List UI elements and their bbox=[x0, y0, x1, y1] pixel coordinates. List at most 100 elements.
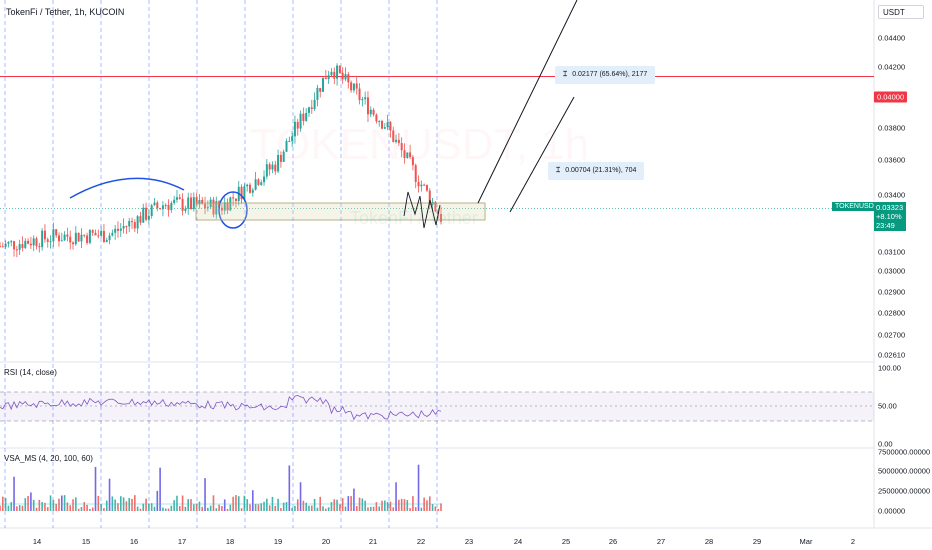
symbol-price-tag: TOKENUSDT bbox=[832, 202, 882, 211]
candle-body bbox=[344, 74, 347, 80]
volume-bar bbox=[223, 499, 226, 511]
volume-bar bbox=[209, 505, 212, 511]
candle-body bbox=[13, 241, 16, 250]
candle-body bbox=[341, 72, 344, 80]
candle-body bbox=[147, 216, 150, 220]
time-tick: 25 bbox=[561, 537, 571, 546]
volume-bar bbox=[35, 507, 38, 511]
candle-body bbox=[116, 228, 119, 231]
volume-bar bbox=[400, 498, 403, 511]
rsi-line bbox=[0, 394, 442, 421]
volume-bar bbox=[119, 496, 122, 511]
volume-bar bbox=[291, 507, 293, 511]
candle-body bbox=[125, 226, 128, 228]
candle-body bbox=[170, 203, 173, 211]
volume-bar bbox=[55, 503, 57, 511]
volume-bar bbox=[237, 496, 240, 511]
candle-body bbox=[43, 230, 46, 240]
volume-bar bbox=[204, 478, 206, 511]
price-tick: 0.02800 bbox=[878, 308, 906, 318]
candle-body bbox=[77, 232, 80, 242]
price-change: +8.10% bbox=[876, 212, 902, 221]
volume-bar bbox=[41, 502, 43, 511]
time-tick: 29 bbox=[752, 537, 762, 546]
candle-body bbox=[1, 246, 4, 248]
trend-line-top bbox=[477, 0, 578, 204]
candle-body bbox=[319, 88, 322, 92]
candle-body bbox=[226, 202, 229, 211]
candle-body bbox=[383, 127, 386, 129]
volume-bar bbox=[221, 505, 223, 511]
volume-bar bbox=[372, 506, 375, 511]
candle-body bbox=[223, 202, 226, 211]
volume-bar bbox=[375, 502, 378, 511]
candle-body bbox=[240, 186, 243, 200]
candle-body bbox=[395, 139, 398, 142]
candle-body bbox=[72, 242, 75, 245]
candle-body bbox=[333, 71, 336, 79]
volume-tick: 5000000.00000 bbox=[878, 466, 931, 476]
measure-label-bottom[interactable]: ⌶ 0.00704 (21.31%), 704 bbox=[548, 162, 645, 180]
volume-bar bbox=[350, 496, 352, 511]
candle-body bbox=[74, 232, 77, 245]
price-tick: 0.04200 bbox=[878, 62, 906, 72]
candle-body bbox=[94, 232, 97, 236]
volume-bar bbox=[268, 505, 271, 511]
candle-body bbox=[69, 236, 72, 243]
volume-bar bbox=[333, 499, 336, 511]
volume-bar bbox=[260, 503, 263, 511]
volume-bar bbox=[426, 500, 428, 511]
volume-bar bbox=[18, 505, 21, 511]
candle-body bbox=[425, 184, 428, 191]
volume-bar bbox=[322, 506, 324, 511]
volume-bar bbox=[77, 508, 80, 511]
volume-bar bbox=[89, 508, 91, 511]
candle-body bbox=[307, 107, 310, 113]
candle-body bbox=[18, 244, 21, 250]
candle-body bbox=[215, 201, 218, 215]
candle-body bbox=[364, 97, 367, 100]
candle-body bbox=[330, 71, 333, 76]
volume-bar bbox=[235, 495, 237, 511]
candle-body bbox=[389, 122, 392, 131]
volume-bar bbox=[60, 495, 63, 511]
rsi-label[interactable]: RSI (14, close) bbox=[4, 368, 57, 377]
candle-body bbox=[150, 205, 153, 217]
candle-body bbox=[411, 157, 414, 166]
trend-line-bottom bbox=[509, 96, 575, 213]
candle-body bbox=[274, 164, 277, 172]
volume-bar bbox=[252, 490, 254, 511]
volume-bar bbox=[420, 507, 423, 511]
volume-bar bbox=[330, 502, 333, 511]
currency-button[interactable]: USDT bbox=[878, 5, 924, 19]
volume-bar bbox=[10, 502, 13, 511]
candle-body bbox=[212, 199, 215, 215]
volume-bar bbox=[162, 507, 164, 511]
volume-bar bbox=[187, 499, 189, 511]
candle-body bbox=[161, 205, 164, 210]
volume-bar bbox=[69, 505, 72, 511]
candle-body bbox=[352, 83, 355, 91]
volume-bar bbox=[32, 499, 35, 511]
last-price-label: 0.03323 +8.10% 23:49 bbox=[874, 202, 906, 231]
price-tick: 0.04400 bbox=[878, 33, 906, 43]
volume-bar bbox=[164, 508, 167, 511]
volume-bar bbox=[361, 498, 364, 511]
candle-body bbox=[296, 121, 299, 129]
candle-body bbox=[29, 243, 32, 246]
candle-body bbox=[119, 228, 122, 231]
volume-bar bbox=[263, 501, 265, 511]
time-tick: 2 bbox=[850, 537, 856, 546]
time-tick: 27 bbox=[656, 537, 666, 546]
pattern-drawing bbox=[403, 191, 441, 229]
volume-label[interactable]: VSA_MS (4, 20, 100, 60) bbox=[4, 454, 93, 463]
volume-tick: 2500000.00000 bbox=[878, 486, 931, 496]
candle-body bbox=[46, 239, 49, 242]
symbol-title[interactable]: TokenFi / Tether, 1h, KUCOIN bbox=[6, 7, 125, 17]
measure-label-top[interactable]: ⌶ 0.02177 (65.64%), 2177 bbox=[555, 66, 656, 84]
candle-body bbox=[431, 201, 434, 205]
volume-bar bbox=[150, 503, 153, 511]
price-tick: 0.02900 bbox=[878, 287, 906, 297]
volume-bar bbox=[38, 499, 41, 511]
